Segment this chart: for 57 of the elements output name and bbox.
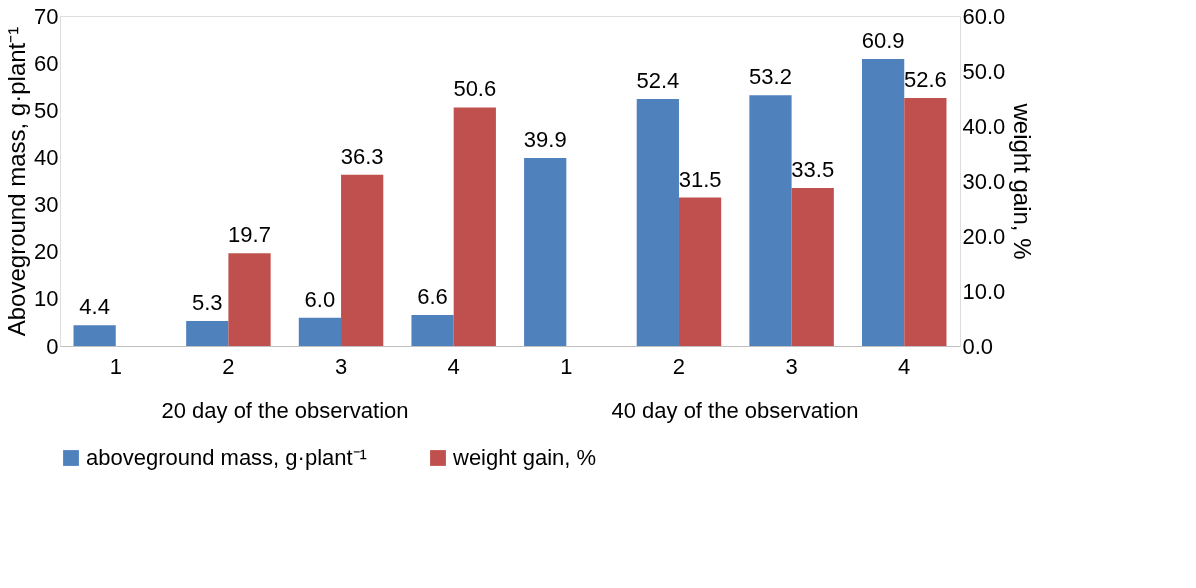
bar [298,317,342,346]
data-label: 6.6 [417,283,448,309]
y2-tick-label: 0.0 [962,333,994,359]
bar [341,174,384,346]
bar [524,157,567,346]
x-tick-label: 3 [334,353,348,379]
y2-tick-label: 50.0 [962,58,1006,84]
y2-axis-title: weight gain, % [1009,102,1037,260]
bar [73,325,116,346]
x-tick-label: 1 [560,353,573,379]
bar [186,321,229,346]
legend-label: weight gain, % [452,445,597,470]
y2-tick-label: 60.0 [962,3,1006,29]
y-tick-label: 70 [34,3,59,29]
bar [636,98,679,346]
data-label: 52.4 [636,67,680,93]
legend-label: aboveground mass, g·plant⁻¹ [86,445,367,470]
bar [791,188,834,346]
y2-tick-label: 10.0 [962,278,1006,304]
bar [678,197,722,346]
data-label: 50.6 [453,76,497,102]
data-label: 39.9 [523,126,567,152]
y-tick-label: 60 [34,50,59,76]
text: 40 day of the observation [611,398,859,423]
bar [862,58,905,346]
data-label: 33.5 [791,157,835,183]
x-tick-label: 4 [447,353,460,379]
y-tick-label: 0 [46,333,59,359]
data-label: 60.9 [861,27,905,53]
y-tick-label: 10 [34,286,59,312]
x-tick-label: 1 [109,353,122,379]
y2-tick-label: 30.0 [962,168,1006,194]
bar [411,314,454,346]
x-tick-label: 2 [672,353,686,379]
y-tick-label: 20 [34,239,59,265]
y2-tick-label: 40.0 [962,113,1006,139]
data-label: 19.7 [228,222,271,248]
bar [904,98,947,346]
data-label: 53.2 [749,64,792,90]
y-axis-title: Aboveground mass, g·plant⁻¹ [3,26,31,337]
data-label: 52.6 [903,67,947,93]
data-label: 6.0 [304,286,336,312]
data-label: 36.3 [340,143,384,169]
bar [749,95,792,346]
x-tick-label: 3 [785,353,798,379]
x-tick-label: 4 [898,353,911,379]
y-tick-label: 50 [34,97,59,123]
data-label: 31.5 [678,166,722,192]
y-tick-label: 40 [34,144,59,170]
data-label: 5.3 [191,290,223,316]
bar [228,253,271,346]
y-tick-label: 30 [34,192,59,218]
y2-tick-label: 20.0 [962,223,1006,249]
text: 20 day of the observation [161,398,409,423]
x-tick-label: 2 [222,353,235,379]
data-label: 4.4 [79,294,110,320]
bar [453,107,496,346]
